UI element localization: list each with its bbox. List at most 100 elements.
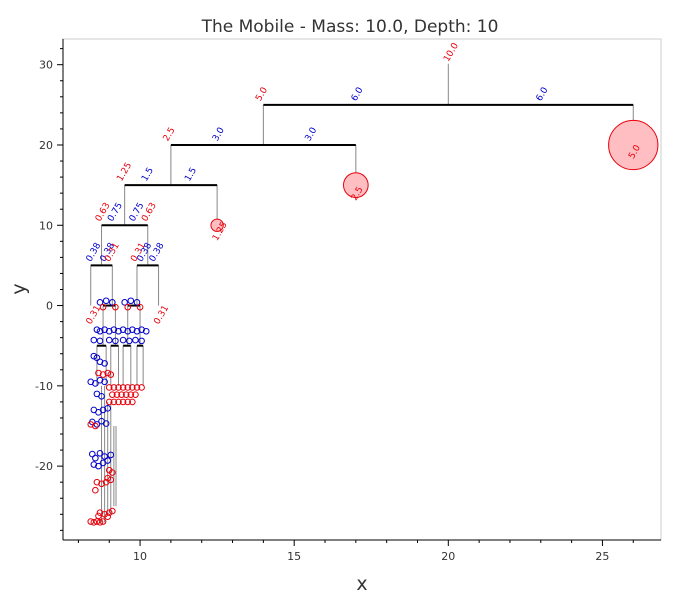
leaf-marker-88: [98, 480, 105, 488]
leaf-marker-79: [107, 451, 115, 459]
leaf-marker-5: [133, 299, 141, 306]
leaf-marker-76: [96, 449, 104, 457]
leaf-marker-38: [95, 369, 102, 377]
leaf-marker-9: [136, 303, 144, 311]
chart-title: The Mobile - Mass: 10.0, Depth: 10: [201, 17, 499, 37]
leaf-marker-4: [127, 297, 135, 305]
leaf-marker-37: [101, 378, 108, 386]
leaf-marker-35: [92, 380, 99, 387]
leaf-marker-54: [127, 391, 135, 398]
leaf-marker-19: [133, 327, 141, 335]
leaf-marker-7: [112, 303, 119, 311]
leaf-marker-0: [96, 299, 104, 306]
x-tick-label-25: 25: [595, 550, 609, 563]
leaf-marker-60: [124, 398, 132, 406]
leaf-marker-77: [101, 453, 108, 460]
leaf-marker-44: [115, 384, 122, 391]
leaf-marker-40: [104, 369, 111, 377]
leaf-marker-75: [92, 454, 99, 462]
mass-circle-0: [608, 119, 659, 171]
leaf-marker-1: [102, 297, 110, 305]
leaf-marker-90: [92, 486, 99, 494]
leaf-marker-85: [104, 474, 111, 482]
leaf-marker-22: [90, 336, 98, 344]
leaf-marker-33: [101, 360, 108, 367]
leaf-marker-91: [96, 509, 104, 517]
leaf-marker-11: [96, 327, 104, 335]
leaf-marker-51: [113, 391, 121, 398]
leaf-marker-15: [115, 327, 122, 335]
leaf-marker-81: [95, 462, 102, 470]
leaf-marker-93: [105, 509, 113, 517]
leaf-marker-49: [138, 384, 145, 391]
leaf-marker-27: [125, 337, 133, 345]
y-axis-label: y: [8, 283, 30, 294]
rods-layer: [90, 103, 634, 347]
leaf-marker-6: [99, 303, 107, 311]
leaf-marker-89: [102, 478, 110, 486]
leaf-marker-34: [87, 378, 95, 386]
leaf-marker-12: [101, 326, 108, 333]
y-tick-label--10: -10: [35, 380, 53, 393]
leaf-marker-10: [93, 326, 101, 333]
mass-circle-2: [210, 218, 224, 232]
leaf-marker-29: [138, 337, 145, 345]
leaf-marker-3: [121, 299, 128, 306]
leaf-marker-96: [104, 513, 111, 521]
leaf-marker-45: [119, 384, 127, 391]
leaf-marker-97: [87, 518, 95, 525]
x-tick-label-10: 10: [133, 550, 147, 563]
leaf-marker-16: [119, 326, 127, 333]
leaf-marker-26: [119, 336, 127, 344]
leaf-marker-32: [96, 358, 104, 366]
leaf-marker-47: [129, 384, 136, 391]
leaf-marker-94: [109, 507, 116, 515]
leaf-marker-36: [96, 376, 104, 384]
leaf-marker-100: [96, 519, 104, 526]
leaf-marker-71: [102, 420, 110, 427]
leaf-marker-25: [112, 337, 119, 345]
leaf-marker-30: [90, 352, 98, 360]
leaf-marker-101: [99, 518, 107, 525]
leaf-marker-82: [99, 459, 107, 467]
x-tick-label-15: 15: [287, 550, 301, 563]
leaf-marker-99: [93, 518, 101, 525]
leaf-marker-13: [105, 327, 113, 335]
leaf-marker-43: [110, 384, 118, 391]
leaf-marker-53: [122, 391, 130, 398]
leaf-marker-39: [99, 371, 107, 378]
x-axis-label: x: [356, 573, 367, 595]
leaf-marker-80: [90, 461, 98, 468]
leaf-marker-17: [124, 327, 132, 335]
leaf-marker-84: [109, 469, 116, 476]
leaf-marker-52: [118, 391, 125, 398]
x-tick-label-20: 20: [441, 550, 455, 563]
leaf-marker-21: [142, 327, 150, 335]
leaf-marker-61: [129, 398, 136, 406]
leaf-marker-58: [115, 398, 122, 406]
leaf-markers-layer: [87, 297, 150, 526]
leaf-marker-46: [124, 384, 132, 391]
leaf-marker-14: [110, 326, 118, 333]
leaf-marker-41: [107, 371, 115, 378]
leaf-marker-20: [138, 326, 145, 333]
leaf-marker-18: [129, 326, 136, 333]
leaf-marker-24: [105, 336, 113, 344]
leaf-marker-74: [88, 450, 96, 458]
leaf-marker-98: [90, 519, 98, 526]
leaf-marker-56: [105, 398, 113, 406]
leaf-marker-55: [132, 391, 139, 398]
leaf-marker-50: [109, 391, 116, 398]
leaf-marker-66: [99, 406, 107, 414]
masses-layer: [210, 119, 659, 232]
leaf-marker-2: [109, 299, 116, 306]
leaf-marker-42: [105, 384, 113, 391]
leaf-marker-59: [119, 398, 127, 406]
leaf-marker-72: [87, 421, 95, 428]
leaf-marker-48: [133, 384, 141, 391]
mass-circle-1: [343, 172, 369, 198]
y-tick-label--20: -20: [35, 460, 53, 473]
leaf-marker-31: [93, 354, 101, 362]
